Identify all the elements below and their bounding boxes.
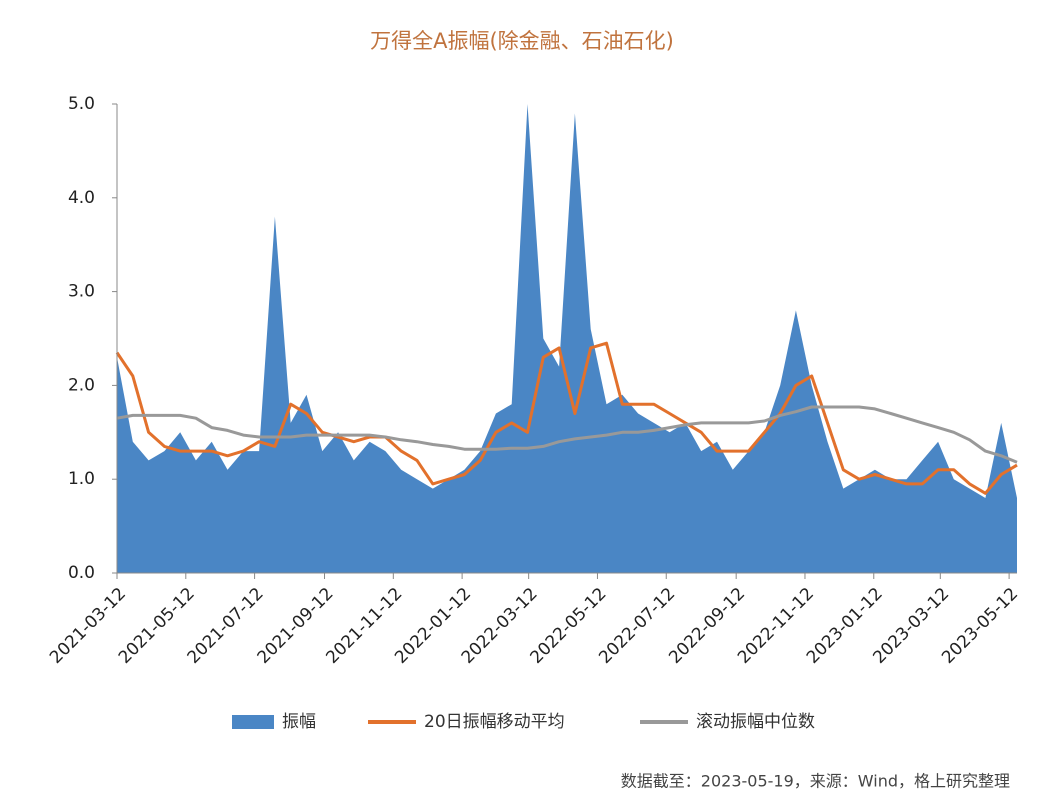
y-tick-label: 1.0 [68,469,95,489]
y-tick-label: 3.0 [68,282,95,302]
legend-swatch [232,715,274,729]
line [116,405,1018,464]
y-tick-label: 0.0 [68,563,95,583]
y-tick-label: 5.0 [68,94,95,114]
chart-title: 万得全A振幅(除金融、石油石化) [370,29,674,53]
area [117,104,1017,573]
y-tick-label: 4.0 [68,188,95,208]
legend-label: 滚动振幅中位数 [696,712,815,732]
source-note: 数据截至：2023-05-19，来源：Wind，格上研究整理 [621,772,1010,791]
legend-label: 振幅 [282,712,316,732]
line [115,341,1018,495]
y-tick-label: 2.0 [68,375,95,395]
legend-label: 20日振幅移动平均 [424,712,565,732]
